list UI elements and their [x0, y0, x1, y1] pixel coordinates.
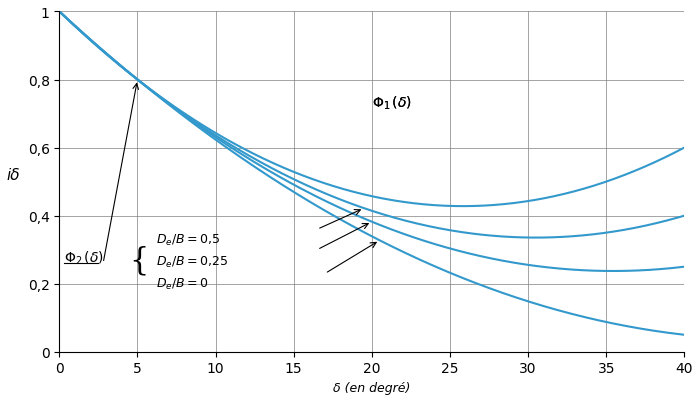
Text: $D_e/B = 0$: $D_e/B = 0$ [156, 276, 209, 292]
X-axis label: δ (en degré): δ (en degré) [333, 381, 410, 394]
Y-axis label: iδ: iδ [7, 167, 20, 182]
Text: $D_e/B = 0{,}25$: $D_e/B = 0{,}25$ [156, 254, 228, 269]
Text: $\Phi_1\,(\delta)$: $\Phi_1\,(\delta)$ [372, 95, 412, 112]
Text: $D_e/B = 0{,}5$: $D_e/B = 0{,}5$ [156, 232, 220, 247]
Text: {: { [129, 245, 148, 276]
Text: $\Phi_1\,(\delta)$: $\Phi_1\,(\delta)$ [372, 95, 412, 112]
Text: $\Phi_2\,(\delta)$: $\Phi_2\,(\delta)$ [64, 249, 104, 266]
